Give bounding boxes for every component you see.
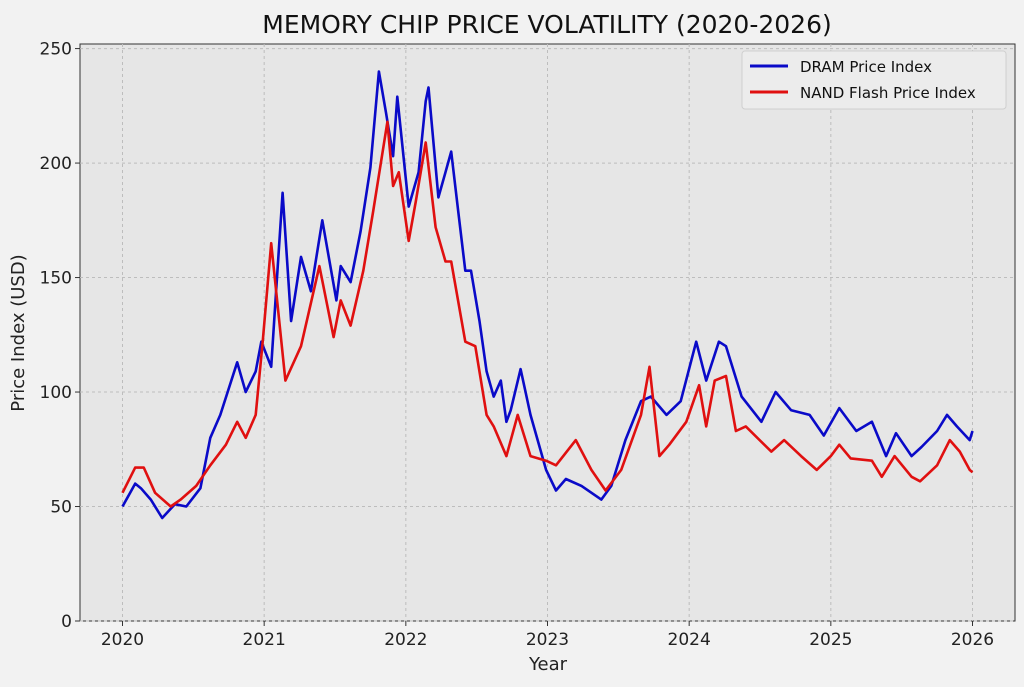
- x-axis-label: Year: [528, 654, 568, 675]
- legend-label-nand: NAND Flash Price Index: [800, 84, 976, 102]
- y-tick-label: 250: [40, 40, 72, 60]
- y-tick-label: 100: [40, 383, 72, 403]
- legend-label-dram: DRAM Price Index: [800, 58, 932, 76]
- x-tick-label: 2023: [526, 630, 569, 650]
- x-tick-label: 2022: [384, 630, 427, 650]
- x-tick-label: 2021: [243, 630, 286, 650]
- x-tick-label: 2020: [101, 630, 144, 650]
- x-tick-label: 2024: [668, 630, 711, 650]
- series-line-dram: [121, 70, 974, 520]
- x-tick-label: 2025: [809, 630, 852, 650]
- legend: DRAM Price Index NAND Flash Price Index: [741, 50, 1007, 110]
- x-axis-ticks: 2020 2021 2022 2023 2024 2025 2026: [101, 621, 994, 650]
- grid: [80, 44, 1015, 622]
- y-axis-label: Price Index (USD): [8, 254, 29, 411]
- series-lines: [121, 70, 974, 520]
- y-tick-label: 0: [61, 612, 72, 632]
- y-tick-label: 50: [50, 498, 72, 518]
- chart-title: MEMORY CHIP PRICE VOLATILITY (2020-2026): [262, 10, 831, 39]
- y-tick-label: 150: [40, 269, 72, 289]
- x-tick-label: 2026: [951, 630, 994, 650]
- series-line-nand: [121, 120, 974, 508]
- y-axis-ticks: 0 50 100 150 200 250: [40, 40, 80, 632]
- legend-box: [741, 50, 1007, 110]
- y-tick-label: 200: [40, 154, 72, 174]
